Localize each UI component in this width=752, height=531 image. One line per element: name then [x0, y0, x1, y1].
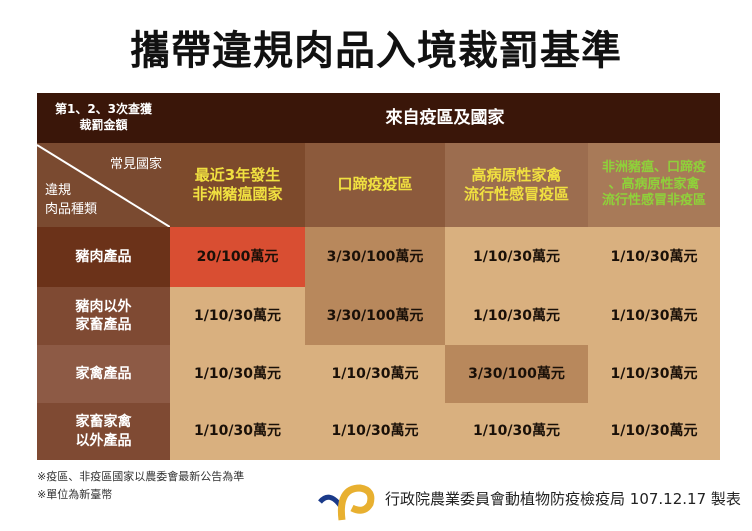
- row-label: 豬肉產品: [37, 227, 170, 287]
- bapiq-logo-icon: [318, 484, 375, 521]
- table-cell: 1/10/30萬元: [305, 345, 445, 403]
- table-cell: 20/100萬元: [170, 227, 305, 287]
- table-cell: 1/10/30萬元: [305, 403, 445, 460]
- row-label: 家禽產品: [37, 345, 170, 403]
- note-epidemic-area: ※疫區、非疫區國家以農委會最新公告為準: [37, 470, 245, 483]
- table-cell: 1/10/30萬元: [170, 345, 305, 403]
- page-title: 攜帶違規肉品入境裁罰基準: [130, 28, 622, 74]
- row-label: 家畜家禽 以外產品: [37, 403, 170, 460]
- column-header: 最近3年發生 非洲豬瘟國家: [170, 143, 305, 227]
- penalty-amount-label: 第1、2、3次查獲 裁罰金額: [37, 93, 170, 143]
- note-currency: ※單位為新臺幣: [37, 488, 113, 501]
- table-cell: 1/10/30萬元: [588, 287, 720, 345]
- table-cell: 3/30/100萬元: [445, 345, 588, 403]
- table-cell: 1/10/30萬元: [445, 403, 588, 460]
- column-header: 口蹄疫疫區: [305, 143, 445, 227]
- table-cell: 1/10/30萬元: [170, 403, 305, 460]
- axis-country-label: 常見國家: [109, 157, 162, 172]
- diagonal-line: [37, 144, 170, 227]
- column-header: 高病原性家禽 流行性感冒疫區: [445, 143, 588, 227]
- table-cell: 3/30/100萬元: [305, 227, 445, 287]
- axis-corner: 常見國家 違規 肉品種類: [37, 143, 170, 227]
- table-cell: 3/30/100萬元: [305, 287, 445, 345]
- table-cell: 1/10/30萬元: [588, 227, 720, 287]
- column-header: 非洲豬瘟、口蹄疫 、高病原性家禽 流行性感冒非疫區: [588, 143, 720, 227]
- penalty-table: 第1、2、3次查獲 裁罰金額 來自疫區及國家 常見國家 違規 肉品種類 最近3年…: [37, 93, 720, 460]
- axis-product-label: 違規 肉品種類: [45, 183, 98, 217]
- table-cell: 1/10/30萬元: [445, 287, 588, 345]
- row-label: 豬肉以外 家畜產品: [37, 287, 170, 345]
- footer-credit: 行政院農業委員會動植物防疫檢疫局 107.12.17 製表: [385, 490, 741, 508]
- table-cell: 1/10/30萬元: [445, 227, 588, 287]
- table-cell: 1/10/30萬元: [588, 345, 720, 403]
- table-cell: 1/10/30萬元: [170, 287, 305, 345]
- table-cell: 1/10/30萬元: [588, 403, 720, 460]
- origin-header: 來自疫區及國家: [170, 93, 720, 143]
